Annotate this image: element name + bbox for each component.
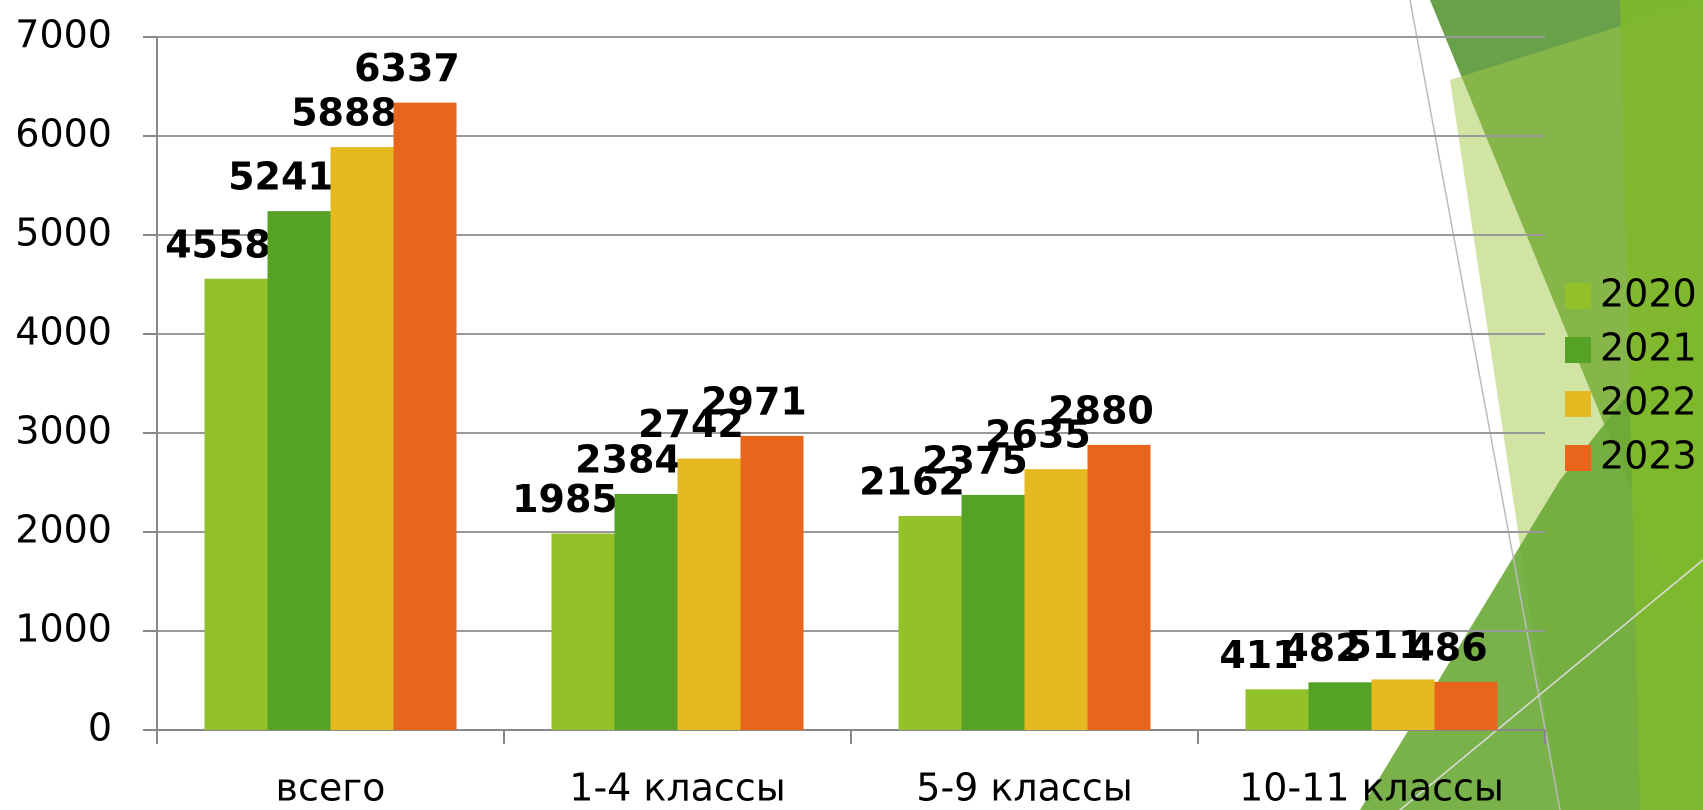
- y-tick-label: 1000: [15, 607, 112, 651]
- data-label: 2971: [701, 379, 807, 423]
- bar: [552, 533, 615, 730]
- legend-swatch: [1565, 391, 1591, 417]
- bar: [1309, 682, 1372, 730]
- bar: [205, 279, 268, 730]
- data-label: 486: [1408, 625, 1487, 669]
- y-tick-label: 6000: [15, 112, 112, 156]
- bar: [394, 103, 457, 730]
- bar: [331, 147, 394, 730]
- data-label: 5241: [228, 155, 334, 199]
- x-tick-label: 1-4 классы: [569, 766, 785, 810]
- y-tick-label: 2000: [15, 508, 112, 552]
- x-tick-label: 5-9 классы: [916, 766, 1132, 810]
- legend-label: 2023: [1600, 434, 1697, 478]
- bar: [741, 436, 804, 730]
- y-tick-label: 0: [88, 706, 112, 750]
- bar: [615, 494, 678, 730]
- bar: [1435, 682, 1498, 730]
- bar: [1246, 689, 1309, 730]
- legend-label: 2020: [1600, 272, 1697, 316]
- bar: [899, 516, 962, 730]
- page: 0 1000 2000 3000 4000 5000 6000 7000 всего 1-4 кл…: [0, 0, 1703, 810]
- legend-swatch: [1565, 445, 1591, 471]
- x-tick-label: 10-11 классы: [1239, 766, 1504, 810]
- bar: [1372, 679, 1435, 730]
- bar: [1088, 445, 1151, 730]
- legend-swatch: [1565, 283, 1591, 309]
- y-tick-label: 5000: [15, 211, 112, 255]
- y-tick-label: 7000: [15, 13, 112, 57]
- data-label: 6337: [354, 46, 460, 90]
- bar: [962, 495, 1025, 730]
- legend-label: 2022: [1600, 380, 1697, 424]
- data-label: 5888: [291, 91, 397, 135]
- chart: 0 1000 2000 3000 4000 5000 6000 7000 всего 1-4 кл…: [0, 0, 1703, 810]
- y-tick-label: 4000: [15, 310, 112, 354]
- bar: [1025, 469, 1088, 730]
- bar: [268, 211, 331, 730]
- data-label: 4558: [165, 222, 271, 266]
- data-label: 2880: [1048, 388, 1154, 432]
- data-label: 1985: [512, 477, 618, 521]
- legend-swatch: [1565, 337, 1591, 363]
- x-tick-label: всего: [276, 766, 386, 810]
- legend-label: 2021: [1600, 326, 1697, 370]
- bar: [678, 459, 741, 730]
- y-tick-label: 3000: [15, 409, 112, 453]
